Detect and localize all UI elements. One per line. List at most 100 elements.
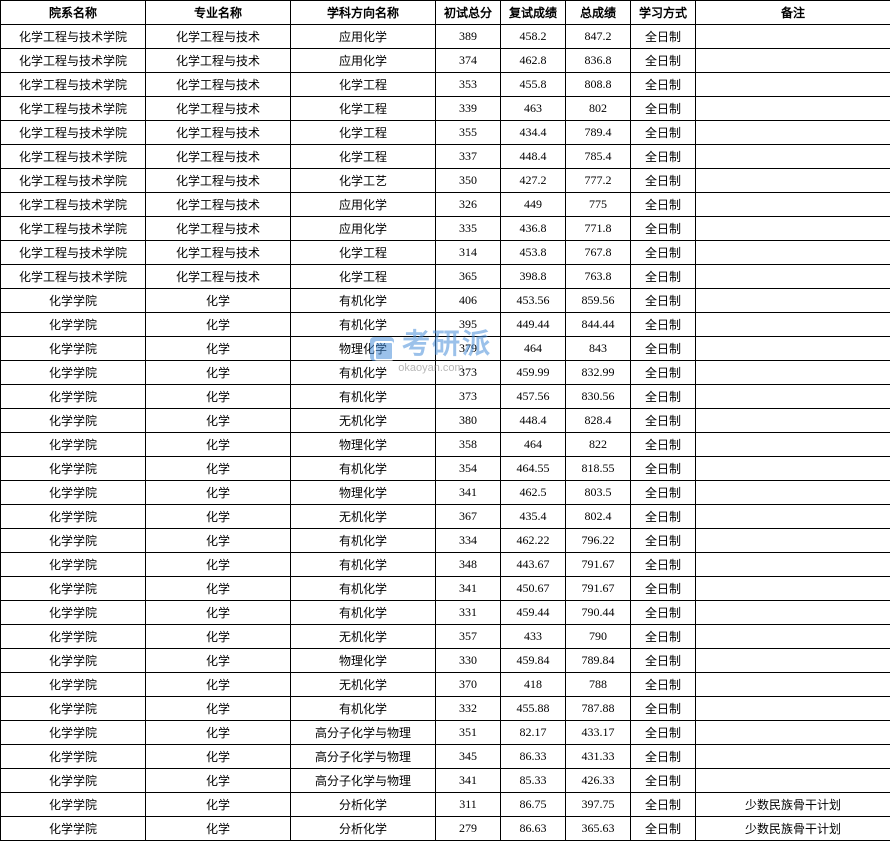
cell-remark: [696, 193, 890, 217]
cell-major: 化学工程与技术: [146, 25, 291, 49]
cell-dept: 化学学院: [1, 481, 146, 505]
cell-dept: 化学学院: [1, 433, 146, 457]
cell-total: 397.75: [566, 793, 631, 817]
table-row: 化学工程与技术学院化学工程与技术化学工程365398.8763.8全日制: [1, 265, 890, 289]
cell-dept: 化学学院: [1, 673, 146, 697]
cell-mode: 全日制: [631, 817, 696, 841]
cell-major: 化学工程与技术: [146, 73, 291, 97]
header-major: 专业名称: [146, 1, 291, 25]
cell-s2: 418: [501, 673, 566, 697]
cell-direction: 分析化学: [291, 793, 436, 817]
cell-dept: 化学学院: [1, 361, 146, 385]
cell-s2: 453.8: [501, 241, 566, 265]
cell-total: 790.44: [566, 601, 631, 625]
cell-direction: 化学工程: [291, 97, 436, 121]
cell-remark: 少数民族骨干计划: [696, 793, 890, 817]
cell-s1: 348: [436, 553, 501, 577]
cell-dept: 化学学院: [1, 553, 146, 577]
cell-mode: 全日制: [631, 169, 696, 193]
cell-s1: 367: [436, 505, 501, 529]
cell-total: 796.22: [566, 529, 631, 553]
cell-s1: 353: [436, 73, 501, 97]
cell-mode: 全日制: [631, 313, 696, 337]
cell-s2: 455.88: [501, 697, 566, 721]
admission-scores-table: 院系名称 专业名称 学科方向名称 初试总分 复试成绩 总成绩 学习方式 备注 化…: [0, 0, 890, 841]
cell-total: 791.67: [566, 577, 631, 601]
cell-mode: 全日制: [631, 409, 696, 433]
table-row: 化学学院化学有机化学334462.22796.22全日制: [1, 529, 890, 553]
header-total: 总成绩: [566, 1, 631, 25]
cell-total: 836.8: [566, 49, 631, 73]
cell-total: 431.33: [566, 745, 631, 769]
cell-remark: [696, 289, 890, 313]
table-row: 化学学院化学无机化学367435.4802.4全日制: [1, 505, 890, 529]
cell-s1: 351: [436, 721, 501, 745]
cell-dept: 化学学院: [1, 649, 146, 673]
cell-dept: 化学工程与技术学院: [1, 25, 146, 49]
cell-major: 化学: [146, 793, 291, 817]
cell-mode: 全日制: [631, 625, 696, 649]
cell-direction: 物理化学: [291, 337, 436, 361]
table-row: 化学工程与技术学院化学工程与技术应用化学374462.8836.8全日制: [1, 49, 890, 73]
cell-direction: 有机化学: [291, 457, 436, 481]
cell-direction: 高分子化学与物理: [291, 721, 436, 745]
cell-dept: 化学工程与技术学院: [1, 49, 146, 73]
cell-dept: 化学学院: [1, 505, 146, 529]
cell-dept: 化学工程与技术学院: [1, 73, 146, 97]
cell-total: 775: [566, 193, 631, 217]
cell-s1: 358: [436, 433, 501, 457]
cell-total: 763.8: [566, 265, 631, 289]
cell-dept: 化学学院: [1, 385, 146, 409]
cell-direction: 有机化学: [291, 385, 436, 409]
table-row: 化学工程与技术学院化学工程与技术化学工程314453.8767.8全日制: [1, 241, 890, 265]
cell-remark: [696, 241, 890, 265]
cell-mode: 全日制: [631, 121, 696, 145]
cell-mode: 全日制: [631, 217, 696, 241]
cell-direction: 化学工程: [291, 73, 436, 97]
cell-s1: 345: [436, 745, 501, 769]
cell-s2: 464: [501, 337, 566, 361]
cell-mode: 全日制: [631, 193, 696, 217]
cell-direction: 无机化学: [291, 625, 436, 649]
cell-s2: 458.2: [501, 25, 566, 49]
cell-dept: 化学工程与技术学院: [1, 217, 146, 241]
header-score1: 初试总分: [436, 1, 501, 25]
cell-major: 化学工程与技术: [146, 97, 291, 121]
cell-remark: [696, 433, 890, 457]
cell-direction: 应用化学: [291, 193, 436, 217]
cell-direction: 物理化学: [291, 649, 436, 673]
table-row: 化学工程与技术学院化学工程与技术化学工程355434.4789.4全日制: [1, 121, 890, 145]
table-row: 化学工程与技术学院化学工程与技术化学工程337448.4785.4全日制: [1, 145, 890, 169]
cell-direction: 高分子化学与物理: [291, 745, 436, 769]
cell-mode: 全日制: [631, 793, 696, 817]
cell-dept: 化学工程与技术学院: [1, 169, 146, 193]
cell-s1: 389: [436, 25, 501, 49]
cell-total: 808.8: [566, 73, 631, 97]
cell-total: 818.55: [566, 457, 631, 481]
cell-s2: 86.33: [501, 745, 566, 769]
cell-remark: [696, 505, 890, 529]
cell-mode: 全日制: [631, 745, 696, 769]
cell-s2: 449: [501, 193, 566, 217]
cell-mode: 全日制: [631, 697, 696, 721]
cell-s2: 464.55: [501, 457, 566, 481]
cell-major: 化学: [146, 577, 291, 601]
cell-major: 化学: [146, 745, 291, 769]
cell-dept: 化学学院: [1, 697, 146, 721]
cell-mode: 全日制: [631, 49, 696, 73]
cell-mode: 全日制: [631, 385, 696, 409]
cell-major: 化学工程与技术: [146, 49, 291, 73]
cell-major: 化学工程与技术: [146, 193, 291, 217]
cell-major: 化学工程与技术: [146, 241, 291, 265]
cell-total: 847.2: [566, 25, 631, 49]
cell-total: 767.8: [566, 241, 631, 265]
cell-s1: 373: [436, 361, 501, 385]
cell-s1: 332: [436, 697, 501, 721]
cell-mode: 全日制: [631, 649, 696, 673]
cell-mode: 全日制: [631, 241, 696, 265]
cell-direction: 无机化学: [291, 409, 436, 433]
cell-s1: 395: [436, 313, 501, 337]
cell-direction: 有机化学: [291, 289, 436, 313]
cell-mode: 全日制: [631, 553, 696, 577]
cell-remark: [696, 649, 890, 673]
